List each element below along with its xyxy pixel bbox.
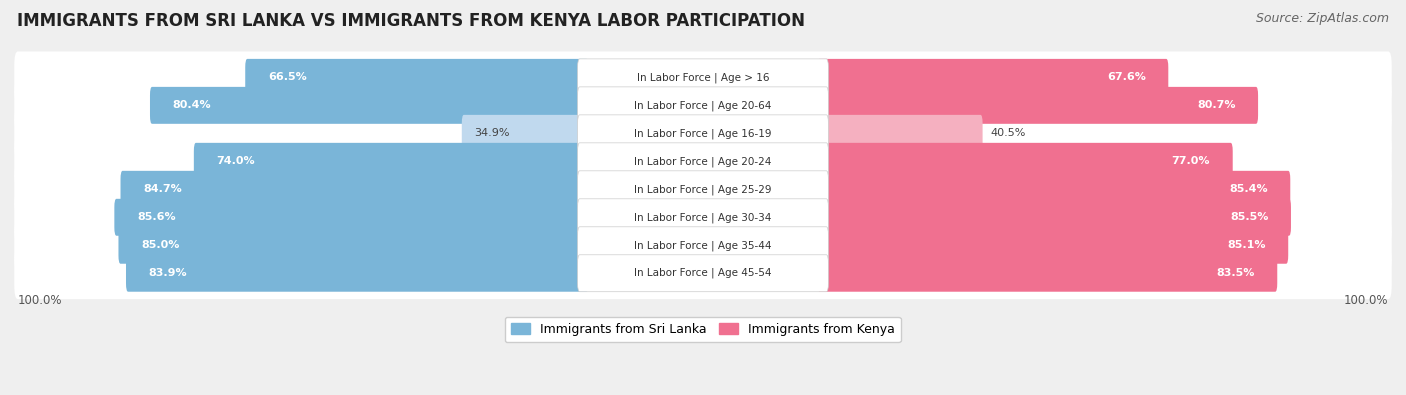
Text: 85.0%: 85.0%	[141, 240, 180, 250]
FancyBboxPatch shape	[817, 255, 1277, 292]
FancyBboxPatch shape	[578, 59, 828, 96]
Text: 100.0%: 100.0%	[18, 294, 62, 307]
Text: In Labor Force | Age 20-24: In Labor Force | Age 20-24	[634, 156, 772, 167]
Text: 66.5%: 66.5%	[269, 72, 307, 83]
Text: IMMIGRANTS FROM SRI LANKA VS IMMIGRANTS FROM KENYA LABOR PARTICIPATION: IMMIGRANTS FROM SRI LANKA VS IMMIGRANTS …	[17, 12, 804, 30]
FancyBboxPatch shape	[121, 171, 589, 208]
FancyBboxPatch shape	[14, 247, 1392, 299]
Text: 100.0%: 100.0%	[1344, 294, 1388, 307]
FancyBboxPatch shape	[817, 115, 983, 152]
Text: 34.9%: 34.9%	[474, 128, 509, 138]
Text: In Labor Force | Age 35-44: In Labor Force | Age 35-44	[634, 240, 772, 250]
Text: In Labor Force | Age 20-64: In Labor Force | Age 20-64	[634, 100, 772, 111]
FancyBboxPatch shape	[578, 171, 828, 208]
FancyBboxPatch shape	[817, 171, 1291, 208]
FancyBboxPatch shape	[461, 115, 589, 152]
Text: 74.0%: 74.0%	[217, 156, 254, 166]
Text: 85.6%: 85.6%	[136, 212, 176, 222]
FancyBboxPatch shape	[14, 51, 1392, 103]
FancyBboxPatch shape	[817, 143, 1233, 180]
Text: 85.1%: 85.1%	[1227, 240, 1265, 250]
Text: In Labor Force | Age 25-29: In Labor Force | Age 25-29	[634, 184, 772, 195]
Text: 85.5%: 85.5%	[1230, 212, 1268, 222]
Text: 83.5%: 83.5%	[1216, 268, 1254, 278]
FancyBboxPatch shape	[114, 199, 589, 236]
Text: Source: ZipAtlas.com: Source: ZipAtlas.com	[1256, 12, 1389, 25]
FancyBboxPatch shape	[14, 219, 1392, 271]
FancyBboxPatch shape	[245, 59, 589, 96]
FancyBboxPatch shape	[14, 107, 1392, 159]
FancyBboxPatch shape	[14, 135, 1392, 187]
FancyBboxPatch shape	[578, 115, 828, 152]
FancyBboxPatch shape	[194, 143, 589, 180]
Text: 85.4%: 85.4%	[1229, 184, 1268, 194]
FancyBboxPatch shape	[578, 143, 828, 180]
FancyBboxPatch shape	[127, 255, 589, 292]
Text: 84.7%: 84.7%	[143, 184, 181, 194]
Legend: Immigrants from Sri Lanka, Immigrants from Kenya: Immigrants from Sri Lanka, Immigrants fr…	[505, 317, 901, 342]
Text: In Labor Force | Age 16-19: In Labor Force | Age 16-19	[634, 128, 772, 139]
FancyBboxPatch shape	[817, 59, 1168, 96]
Text: 67.6%: 67.6%	[1107, 72, 1146, 83]
Text: 80.4%: 80.4%	[173, 100, 211, 110]
FancyBboxPatch shape	[578, 87, 828, 124]
FancyBboxPatch shape	[578, 227, 828, 264]
FancyBboxPatch shape	[150, 87, 589, 124]
Text: In Labor Force | Age 30-34: In Labor Force | Age 30-34	[634, 212, 772, 222]
FancyBboxPatch shape	[817, 199, 1291, 236]
FancyBboxPatch shape	[578, 199, 828, 236]
Text: In Labor Force | Age 45-54: In Labor Force | Age 45-54	[634, 268, 772, 278]
FancyBboxPatch shape	[14, 79, 1392, 131]
FancyBboxPatch shape	[578, 255, 828, 292]
Text: 40.5%: 40.5%	[991, 128, 1026, 138]
FancyBboxPatch shape	[14, 164, 1392, 215]
FancyBboxPatch shape	[14, 192, 1392, 243]
Text: 83.9%: 83.9%	[149, 268, 187, 278]
Text: In Labor Force | Age > 16: In Labor Force | Age > 16	[637, 72, 769, 83]
Text: 80.7%: 80.7%	[1197, 100, 1236, 110]
Text: 77.0%: 77.0%	[1171, 156, 1211, 166]
FancyBboxPatch shape	[118, 227, 589, 264]
FancyBboxPatch shape	[817, 87, 1258, 124]
FancyBboxPatch shape	[817, 227, 1288, 264]
